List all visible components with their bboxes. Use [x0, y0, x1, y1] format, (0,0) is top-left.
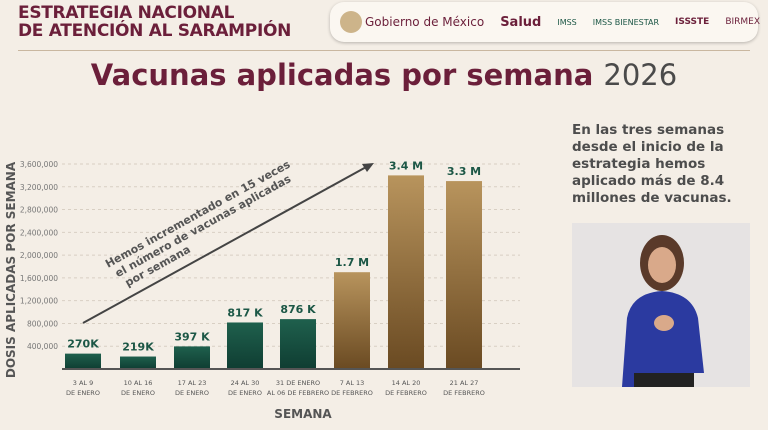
data-label: 397 K [174, 330, 210, 343]
logo-imss-bienestar: IMSS BIENESTAR [592, 17, 660, 27]
bar [120, 356, 156, 369]
trend-annotation: Hemos incrementado en 15 veces el número… [103, 158, 294, 290]
y-tick-label: 2,000,000 [20, 251, 58, 260]
y-tick-label: 2,400,000 [20, 228, 58, 237]
y-tick-label: 1,200,000 [20, 297, 58, 306]
sign-language-interpreter-video [572, 223, 750, 387]
bar [227, 322, 263, 369]
x-tick-label: DE FEBRERO [385, 389, 427, 397]
x-axis-label: SEMANA [274, 407, 332, 421]
heading-line-2: DE ATENCIÓN AL SARAMPIÓN [18, 21, 292, 41]
data-label: 1.7 M [335, 256, 369, 269]
y-tick-label: 1,600,000 [20, 274, 58, 283]
y-tick-label: 800,000 [27, 319, 58, 328]
logo-issste: ISSSTE [675, 17, 710, 27]
institution-logos: Gobierno de México Salud IMSS IMSS BIENE… [330, 2, 761, 42]
x-tick-label: 10 AL 16 [124, 379, 153, 387]
data-label: 3.3 M [447, 165, 481, 178]
y-tick-label: 3,200,000 [20, 183, 58, 192]
x-tick-label: DE ENERO [175, 389, 209, 397]
header-divider [18, 50, 750, 51]
x-tick-label: 24 AL 30 [231, 379, 260, 387]
y-tick-label: 2,800,000 [20, 206, 58, 215]
y-tick-label: 3,600,000 [20, 160, 58, 169]
x-tick-label: DE FEBRERO [443, 389, 485, 397]
data-label: 876 K [280, 303, 316, 316]
y-tick-label: 400,000 [27, 342, 58, 351]
svg-text:Hemos incrementado en 15 veces: Hemos incrementado en 15 veces [103, 158, 293, 271]
bar [174, 346, 210, 369]
x-tick-label: 17 AL 23 [178, 379, 207, 387]
bar [280, 319, 316, 369]
x-tick-label: 14 AL 20 [392, 379, 421, 387]
svg-text:el número de vacunas aplicadas: el número de vacunas aplicadas [113, 172, 294, 280]
summary-text: En las tres semanas desde el inicio de l… [572, 122, 732, 206]
logo-gobierno: Gobierno de México [340, 11, 484, 33]
seal-icon [340, 11, 362, 33]
heading-line-1: ESTRATEGIA NACIONAL [18, 3, 235, 23]
x-tick-label: DE ENERO [228, 389, 262, 397]
strategy-heading: ESTRATEGIA NACIONAL DE ATENCIÓN AL SARAM… [18, 4, 291, 40]
data-label: 3.4 M [389, 159, 423, 172]
data-label: 817 K [227, 306, 263, 319]
y-axis-label: DOSIS APLICADAS POR SEMANA [4, 161, 18, 378]
x-tick-label: 7 AL 13 [340, 379, 365, 387]
x-tick-label: AL 06 DE FEBRERO [267, 389, 329, 397]
page-title: Vacunas aplicadas por semana 2026 [90, 58, 678, 92]
arrow-head-icon [362, 163, 374, 172]
trend-arrow [82, 165, 369, 324]
x-tick-label: DE FEBRERO [331, 389, 373, 397]
bar [65, 353, 101, 369]
bar [388, 175, 424, 369]
x-tick-label: DE ENERO [66, 389, 100, 397]
data-label: 219K [122, 341, 154, 354]
bar [446, 181, 482, 369]
x-tick-label: 3 AL 9 [73, 379, 93, 387]
x-tick-label: 21 AL 27 [450, 379, 479, 387]
data-label: 270K [67, 338, 99, 351]
logo-salud: Salud [500, 14, 542, 30]
logo-imss: IMSS [557, 17, 577, 27]
logo-birmex: BIRMEX [725, 17, 761, 27]
interpreter-figure [622, 235, 704, 387]
bar [334, 272, 370, 369]
x-tick-label: 31 DE ENERO [276, 379, 320, 387]
x-tick-label: DE ENERO [121, 389, 155, 397]
